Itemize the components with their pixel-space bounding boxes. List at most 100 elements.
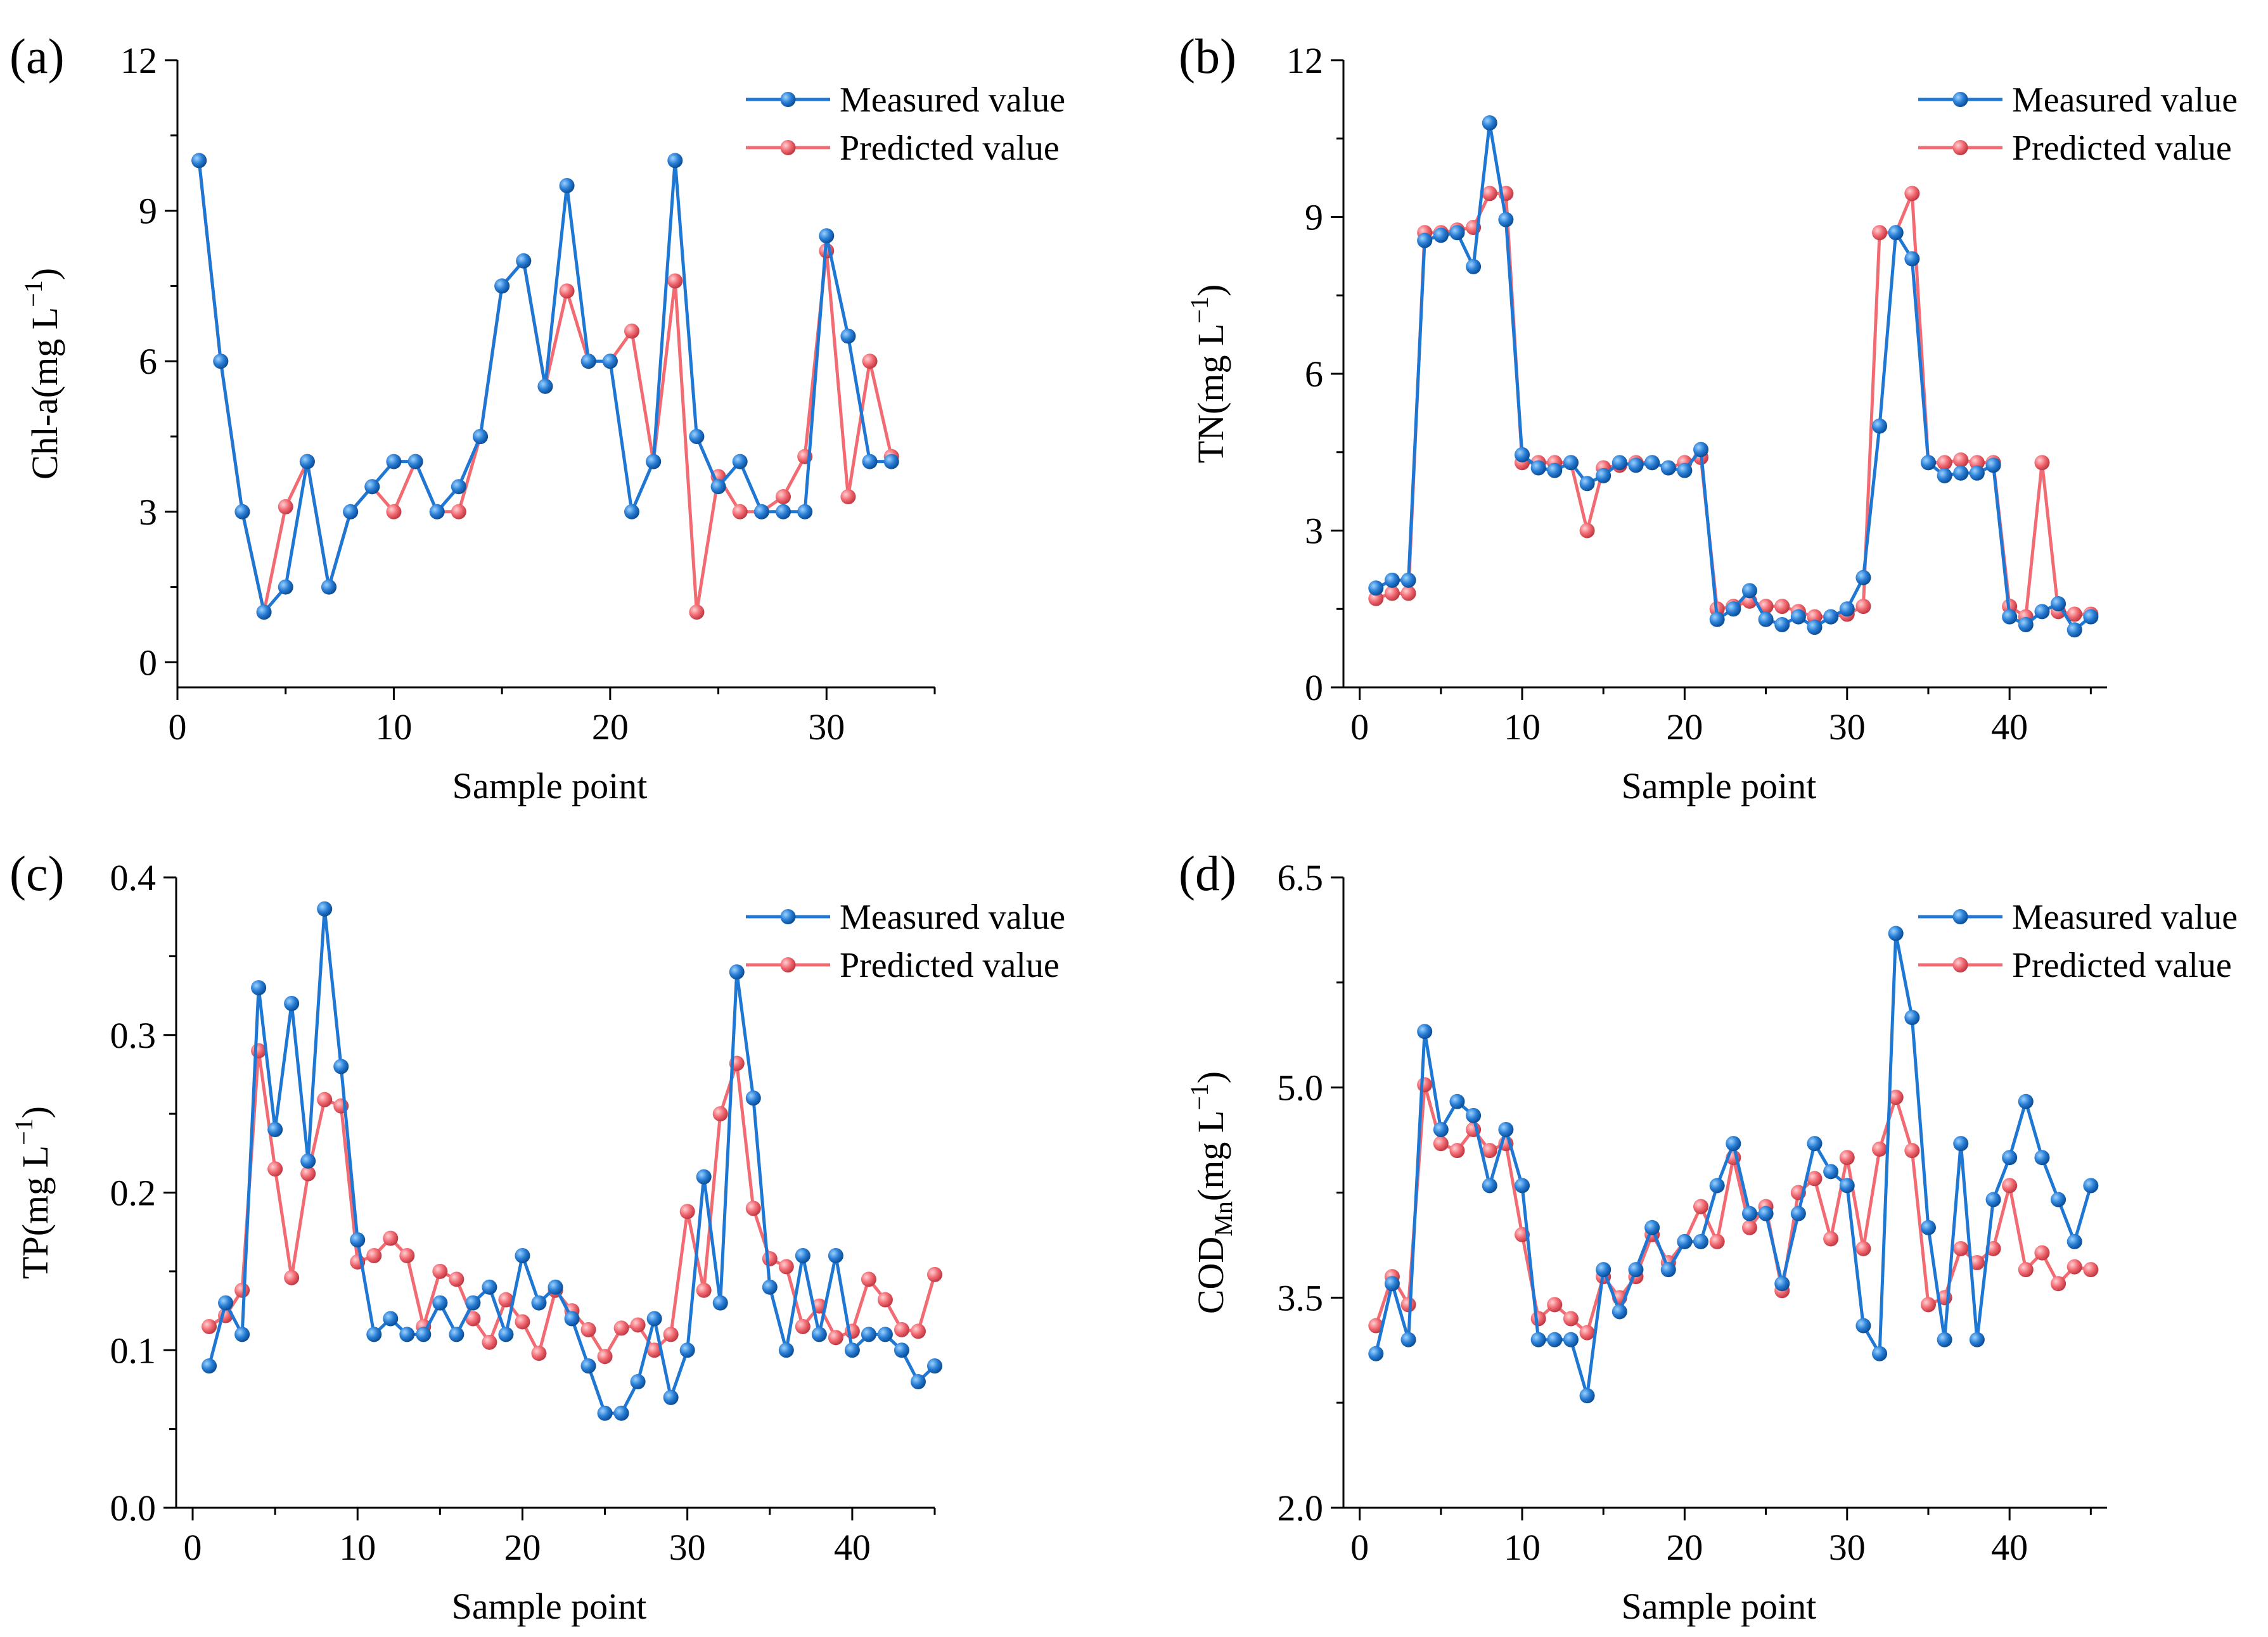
measured-point xyxy=(1400,1332,1416,1347)
legend-predicted-marker xyxy=(1952,957,1968,972)
predicted-point xyxy=(861,1271,876,1287)
x-axis-label: Sample point xyxy=(1622,1586,1817,1627)
measured-point xyxy=(1920,1220,1936,1235)
y-axis-label-sup: −1 xyxy=(10,1118,38,1145)
predicted-point xyxy=(1368,590,1384,606)
measured-point xyxy=(1400,572,1416,588)
predicted-point xyxy=(732,504,748,519)
measured-point xyxy=(202,1358,217,1374)
measured-point xyxy=(1726,1136,1741,1152)
predicted-point xyxy=(630,1317,646,1333)
x-tick-label: 40 xyxy=(834,1527,871,1568)
measured-point xyxy=(321,579,336,595)
predicted-point xyxy=(1969,455,1985,471)
predicted-point xyxy=(482,1334,497,1350)
predicted-point xyxy=(1807,1171,1823,1187)
legend-predicted-marker xyxy=(780,140,796,155)
predicted-point xyxy=(559,283,575,299)
measured-point xyxy=(482,1279,497,1295)
measured-point xyxy=(1839,1178,1855,1194)
measured-point xyxy=(795,1248,810,1263)
predicted-point xyxy=(1400,1297,1416,1313)
predicted-point xyxy=(1839,1150,1855,1166)
predicted-point xyxy=(1823,1231,1839,1247)
predicted-point xyxy=(1693,1199,1709,1214)
predicted-point xyxy=(1709,1233,1725,1249)
panel-b: 0 10 20 30 40 0 3 6 9 12 (b) Sample point TN(mg L−1)… xyxy=(1179,29,2238,806)
measured-point xyxy=(580,354,596,369)
predicted-point xyxy=(399,1248,415,1263)
measured-point xyxy=(1596,468,1611,483)
measured-point xyxy=(218,1295,234,1311)
measured-point xyxy=(1839,601,1855,617)
measured-point xyxy=(1515,447,1530,462)
measured-point xyxy=(1693,442,1709,457)
predicted-point xyxy=(745,1201,761,1216)
predicted-point xyxy=(202,1318,217,1334)
measured-point xyxy=(473,429,488,444)
measured-point xyxy=(531,1295,547,1311)
predicted-point xyxy=(1953,452,1969,468)
y-axis-label: Chl-a(mg L−1) xyxy=(19,268,65,480)
predicted-point xyxy=(449,1271,464,1287)
measured-point xyxy=(1920,455,1936,471)
measured-point xyxy=(1644,455,1660,471)
predicted-point xyxy=(624,323,639,339)
predicted-point xyxy=(696,1282,712,1298)
measured-point xyxy=(1823,609,1839,625)
measured-point xyxy=(1368,1346,1384,1361)
x-tick-label: 10 xyxy=(1504,706,1541,748)
predicted-point xyxy=(712,1106,728,1122)
measured-point xyxy=(1660,1262,1676,1278)
x-tick-label: 0 xyxy=(1350,706,1369,748)
legend-measured-label: Measured value xyxy=(840,80,1065,120)
measured-point xyxy=(776,504,791,519)
x-tick-label: 20 xyxy=(1666,1527,1703,1568)
predicted-point xyxy=(2018,1262,2034,1278)
measured-point xyxy=(451,479,466,495)
measured-point xyxy=(1579,1388,1595,1404)
y-tick-label: 0.0 xyxy=(110,1487,157,1529)
predicted-point xyxy=(795,1318,810,1334)
predicted-point xyxy=(1741,1220,1757,1235)
measured-point xyxy=(1985,457,2001,473)
panel-label: (d) xyxy=(1179,846,1236,901)
y-tick-label: 2.0 xyxy=(1278,1487,1324,1529)
measured-point xyxy=(844,1342,860,1358)
measured-point xyxy=(624,504,639,519)
y-tick-label: 12 xyxy=(120,40,157,81)
y-axis-label-main: TP(mg L xyxy=(15,1145,56,1279)
y-axis-label-sup: −1 xyxy=(1185,1083,1214,1111)
predicted-point xyxy=(1872,1141,1888,1157)
measured-point xyxy=(811,1327,827,1342)
predicted-point xyxy=(1449,1143,1465,1159)
measured-point xyxy=(386,454,402,469)
measured-point xyxy=(613,1405,629,1421)
predicted-point xyxy=(1417,1077,1433,1093)
measured-point xyxy=(689,429,705,444)
predicted-point xyxy=(234,1282,250,1298)
measured-point xyxy=(1628,457,1644,473)
measured-point xyxy=(213,354,229,369)
measured-point xyxy=(559,178,575,193)
measured-point xyxy=(1449,225,1465,241)
measured-point xyxy=(1660,460,1676,476)
measured-point xyxy=(2002,1150,2018,1166)
predicted-point xyxy=(1969,1255,1985,1271)
measured-point xyxy=(667,153,683,169)
legend-measured-marker xyxy=(780,909,796,924)
measured-point xyxy=(1888,926,1904,941)
legend-measured-marker xyxy=(780,92,796,107)
measured-point xyxy=(300,1153,316,1169)
measured-point xyxy=(537,378,553,394)
predicted-point xyxy=(862,354,878,369)
measured-point xyxy=(1709,611,1725,627)
measured-point xyxy=(1677,1233,1693,1249)
measured-point xyxy=(828,1248,843,1263)
x-tick-label: 0 xyxy=(1350,1527,1369,1568)
predicted-point xyxy=(531,1346,547,1361)
y-axis-label-close: ) xyxy=(1190,284,1231,296)
measured-point xyxy=(630,1374,646,1389)
predicted-point xyxy=(267,1161,283,1177)
measured-point xyxy=(498,1327,514,1342)
